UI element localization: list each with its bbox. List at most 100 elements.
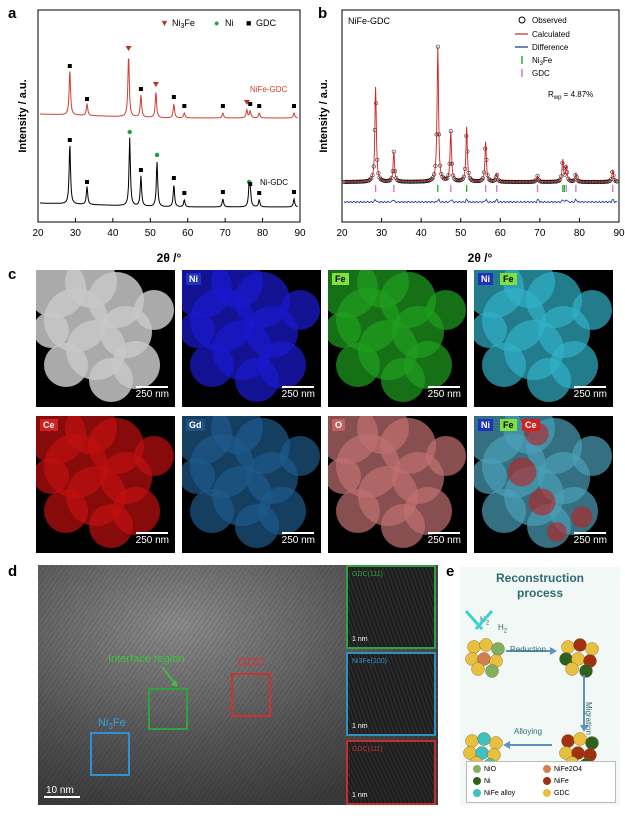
legend-item: NiFe alloy [473, 789, 515, 797]
lattice-fringes [348, 567, 434, 647]
legend-item: Ni [473, 777, 491, 785]
marker-gdc-79.1 [257, 191, 262, 195]
particle [579, 664, 593, 678]
observed-point [395, 178, 400, 183]
eds-texture [182, 416, 320, 548]
legend-marker-ni: ● [214, 18, 219, 28]
element-tag-ni: Ni [186, 273, 201, 285]
scalebar-d: 10 nm [44, 785, 80, 798]
scalebar-c: 250 nm [428, 532, 461, 546]
step-alloying: Alloying [514, 727, 543, 736]
observed-point [614, 179, 620, 184]
calculated-trace [344, 46, 618, 183]
particle [465, 734, 479, 748]
tick-label-60: 60 [182, 228, 194, 239]
marker-gdc-47.5 [138, 87, 143, 91]
trace-nife-gdc [39, 58, 298, 119]
trace-ni-gdc [39, 137, 298, 208]
legend-text: NiFe [554, 777, 569, 785]
observed-point [460, 176, 465, 181]
legend-label-ni3fe-b: Ni3Fe [532, 56, 553, 67]
scalebar-c: 250 nm [282, 532, 315, 546]
eds-texture [36, 416, 174, 548]
particle [561, 640, 575, 654]
tick-label-40: 40 [416, 228, 428, 239]
x-ticks-b: 20 30 40 50 60 70 80 90 [336, 218, 625, 239]
marker-gdc-88.4 [292, 190, 297, 194]
eds-map-ce: Ce 250 nm [36, 416, 175, 553]
legend-label-calculated: Calculated [532, 30, 570, 39]
inset-plane-label: GDC(111) [352, 571, 383, 578]
element-tag-fe: Fe [332, 273, 349, 285]
tick-label-50: 50 [145, 228, 157, 239]
observed-point [562, 172, 567, 177]
marker-ni3fe-75.8 [243, 100, 250, 105]
element-tag-ni: Ni [478, 419, 493, 431]
xrd-chart-a: Intensity / a.u. 2θ /° 20 30 40 50 60 70 80 90 … [17, 9, 306, 265]
gdc-region-box [231, 673, 271, 717]
marker-gdc-33.1 [85, 180, 90, 184]
eds-map-nife: Ni Fe 250 nm [474, 270, 613, 407]
hrtem-inset-2: Ni3Fe(100) 1 nm [346, 652, 436, 736]
marker-gdc-56.3 [171, 176, 176, 180]
tick-label-60: 60 [495, 228, 507, 239]
observed-point [445, 175, 450, 180]
ni3fe-region-box [90, 732, 130, 776]
eds-map-grid: 250 nm Ni 250 nm Fe 250 nm Ni Fe 250 nm Ce 250 nm… [36, 270, 620, 560]
h2-flow-arrow-icon-2 [474, 610, 494, 630]
observed-point [459, 177, 464, 182]
x-ticks-a: 20 30 40 50 60 70 80 90 [32, 218, 306, 239]
inset-plane-label: GDC(111) [352, 746, 383, 753]
particle [471, 662, 485, 676]
scalebar-c: 250 nm [136, 532, 169, 546]
legend-a: ▼ Ni3Fe ● Ni ■ GDC [160, 18, 277, 30]
marker-gdc-47.5 [138, 168, 143, 172]
panel-label-c: c [8, 266, 17, 283]
label-gdc-region: GDC [238, 655, 265, 669]
lattice-fringes [348, 654, 434, 734]
particle [491, 642, 505, 656]
ylabel-a: Intensity / a.u. [17, 79, 29, 152]
legend-label-difference: Difference [532, 43, 569, 52]
legend-label-ni3fe: Ni3Fe [172, 18, 195, 30]
hrtem-inset-3: GDC(111) 1 nm [346, 740, 436, 805]
step-reduction: Reduction [510, 645, 547, 654]
marker-gdc-76.7 [248, 102, 253, 106]
particle [561, 734, 575, 748]
marker-gdc-28.5 [67, 64, 72, 68]
marker-gdc-33.1 [85, 97, 90, 101]
interface-arrow-icon [161, 666, 178, 687]
legend-text: Ni [484, 777, 491, 785]
eds-texture [36, 270, 174, 402]
tick-label-40: 40 [107, 228, 119, 239]
inset-scalebar: 1 nm [352, 792, 368, 799]
observed-point [366, 178, 371, 183]
plot-frame-a [37, 9, 301, 223]
h2-label-2: H2 [498, 623, 508, 635]
element-tag-o: O [332, 419, 346, 431]
observed-point [389, 176, 394, 181]
difference-trace [343, 198, 618, 204]
legend-b: Observed Calculated Difference Ni3Fe GDC… [515, 16, 593, 101]
legend-item: NiO [473, 765, 496, 773]
tick-label-80: 80 [257, 228, 269, 239]
particle [489, 736, 503, 750]
scalebar-c: 250 nm [282, 386, 315, 400]
observed-point [468, 177, 474, 182]
legend-item: NiFe2O4 [543, 765, 582, 773]
label-ni3fe-region: Ni3Fe [98, 717, 126, 732]
observed-points [341, 44, 620, 184]
eds-map-fe: Fe 250 nm [328, 270, 467, 407]
particle [585, 642, 599, 656]
marker-gdc-69.4 [220, 190, 225, 194]
observed-point [480, 176, 485, 181]
particle [573, 638, 587, 652]
legend-swatch [543, 777, 551, 785]
observed-point [556, 178, 561, 183]
marker-gdc-59.1 [182, 104, 187, 108]
legend-text: GDC [554, 789, 570, 797]
inset-plane-label: Ni3Fe(100) [352, 658, 388, 665]
eds-texture [474, 416, 612, 548]
schematic-title: Reconstruction process [495, 571, 584, 600]
